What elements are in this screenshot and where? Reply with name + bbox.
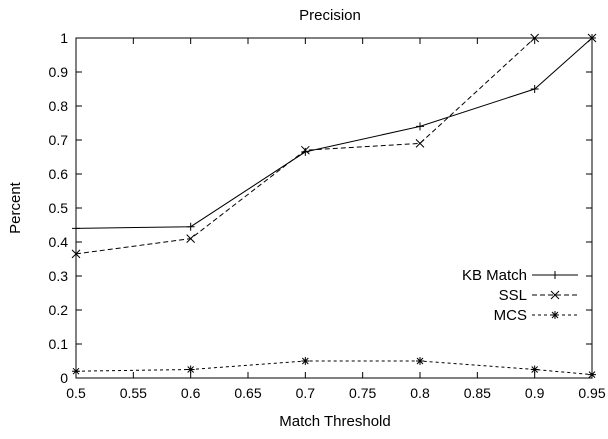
x-tick-label: 0.9 [525,385,545,401]
plot-frame [75,37,593,379]
series-2-point [587,33,597,43]
series-3-point [416,357,424,365]
series-1-point [186,222,195,231]
chart-title: Precision [299,7,361,24]
legend-label: MCS [494,307,527,324]
legend-label: KB Match [462,267,527,284]
y-tick-label: 0.2 [49,302,69,318]
series-3-point [588,370,596,379]
y-tick-label: 0.9 [49,64,69,80]
series-2-point [71,249,81,259]
series-3-point [301,357,310,365]
plot-area: 0.5 0.55 0.6 0.65 0.7 0.75 0.8 0.85 0.9 0.95 0 0.1 0… [49,30,606,401]
series-1-point [530,85,539,93]
x-tick-label: 0.8 [410,385,430,401]
x-tick-label: 0.55 [120,385,147,401]
y-tick-label: 0 [60,370,68,386]
y-tick-label: 0.8 [49,98,69,114]
legend-marker [551,271,559,279]
series-line-2 [75,37,592,255]
y-tick-label: 0.5 [49,200,69,216]
legend-label: SSL [499,287,527,304]
x-tick-label: 0.65 [234,385,261,401]
y-tick-label: 0.4 [49,234,69,250]
series-3-point [186,365,195,374]
series-3-point [72,367,80,376]
series-3-point [530,365,539,374]
series-2-point [530,33,540,43]
series-2-point [300,145,310,155]
x-axis-label: Match Threshold [279,413,390,430]
legend-marker [550,290,560,300]
series-2-point [186,234,196,243]
legend-marker [551,311,559,319]
x-tick-label: 0.85 [464,385,491,401]
x-tick-label: 0.6 [181,385,201,401]
series-1-point [416,122,424,131]
x-tick-label: 0.5 [66,385,86,401]
y-tick-label: 0.1 [49,336,69,352]
y-tick-label: 0.3 [49,268,69,284]
x-tick-label: 0.7 [296,385,316,401]
y-tick-label: 1 [60,30,68,46]
series-line-1 [75,37,593,229]
y-axis-label: Percent [7,181,24,234]
y-tick-label: 0.6 [49,166,69,182]
series-1-point [72,224,80,233]
x-tick-label: 0.95 [578,385,605,401]
x-tick-label: 0.75 [349,385,376,401]
series-line-3 [75,360,593,376]
y-tick-label: 0.7 [49,132,69,148]
series-2-point [415,139,425,148]
